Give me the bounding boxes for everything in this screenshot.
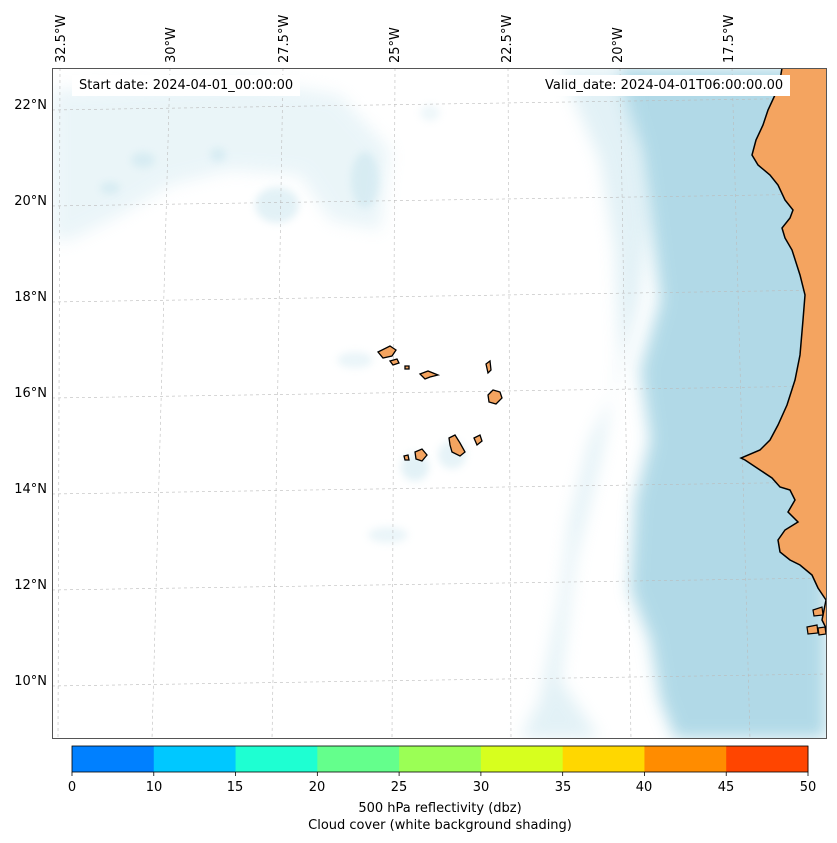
colorbar-tick-35: 35	[554, 780, 572, 795]
colorbar-tick-40: 40	[635, 780, 653, 795]
lat-label-10n: 10°N	[14, 674, 47, 689]
colorbar-tick-45: 45	[717, 780, 735, 795]
lon-label-27-5w: 27.5°W	[277, 14, 292, 63]
colorbar-segment	[726, 746, 809, 772]
colorbar-segment	[317, 746, 400, 772]
colorbar-tick-30: 30	[472, 780, 490, 795]
lat-label-14n: 14°N	[14, 482, 47, 497]
africa-coast	[739, 68, 827, 739]
colorbar-segment	[153, 746, 237, 772]
colorbar-tick-15: 15	[226, 780, 244, 795]
island-sao-nicolau	[418, 370, 441, 380]
map-frame	[52, 68, 827, 739]
colorbar-tick-20: 20	[308, 780, 326, 795]
lon-label-17-5w: 17.5°W	[722, 14, 737, 63]
colorbar-segment	[72, 746, 155, 772]
island-sao-vicente	[388, 358, 400, 366]
valid-date-label: Valid_date: 2024-04-01T06:00:00.00	[538, 75, 791, 96]
colorbar-label-reflectivity: 500 hPa reflectivity (dbz)	[358, 801, 522, 816]
lat-label-16n: 16°N	[14, 386, 47, 401]
lon-label-22-5w: 22.5°W	[500, 14, 515, 63]
island-maio	[473, 434, 483, 447]
island-sal	[485, 359, 492, 375]
colorbar-segment	[480, 746, 564, 772]
colorbar-label-cloud-cover: Cloud cover (white background shading)	[308, 818, 572, 833]
colorbar-tick-0: 0	[67, 780, 77, 795]
cloud-cover-shading	[52, 68, 827, 739]
colorbar-segment	[235, 746, 318, 772]
colorbar-tick-10: 10	[145, 780, 163, 795]
island-bijagos-1	[812, 606, 824, 617]
lat-label-12n: 12°N	[14, 578, 47, 593]
lat-label-18n: 18°N	[14, 290, 47, 305]
island-santo-antao	[376, 345, 397, 359]
colorbar	[72, 746, 809, 772]
lon-label-30w: 30°W	[164, 27, 179, 63]
island-boa-vista	[487, 389, 503, 405]
lon-label-32-5w: 32.5°W	[54, 14, 69, 63]
lat-label-22n: 22°N	[14, 98, 47, 113]
island-bijagos-3	[817, 626, 827, 636]
island-santiago	[448, 434, 466, 457]
island-santa-luzia	[404, 365, 410, 370]
start-date-label: Start date: 2024-04-01_00:00:00	[72, 75, 301, 96]
island-brava	[403, 454, 410, 461]
colorbar-tick-50: 50	[799, 780, 817, 795]
island-fogo	[414, 448, 428, 462]
colorbar-segment	[644, 746, 727, 772]
colorbar-segment	[399, 746, 482, 772]
island-bijagos-2	[806, 624, 819, 635]
colorbar-segment	[562, 746, 645, 772]
colorbar-tick-25: 25	[390, 780, 408, 795]
lon-label-20w: 20°W	[611, 27, 626, 63]
colorbar-frame	[71, 745, 809, 773]
gridlines	[52, 68, 827, 739]
lon-label-25w: 25°W	[388, 27, 403, 63]
map-area	[52, 68, 827, 739]
lat-label-20n: 20°N	[14, 194, 47, 209]
colorbar-tick-marks	[71, 772, 809, 776]
